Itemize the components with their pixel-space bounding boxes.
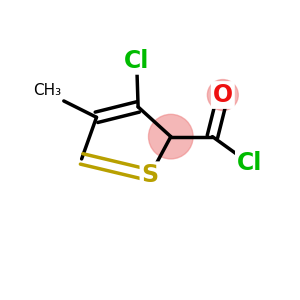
Circle shape <box>207 80 238 110</box>
Text: CH₃: CH₃ <box>33 83 61 98</box>
Circle shape <box>148 114 193 159</box>
Text: Cl: Cl <box>237 152 262 176</box>
Text: Cl: Cl <box>124 49 149 73</box>
Text: S: S <box>141 163 159 187</box>
Text: O: O <box>213 83 233 107</box>
